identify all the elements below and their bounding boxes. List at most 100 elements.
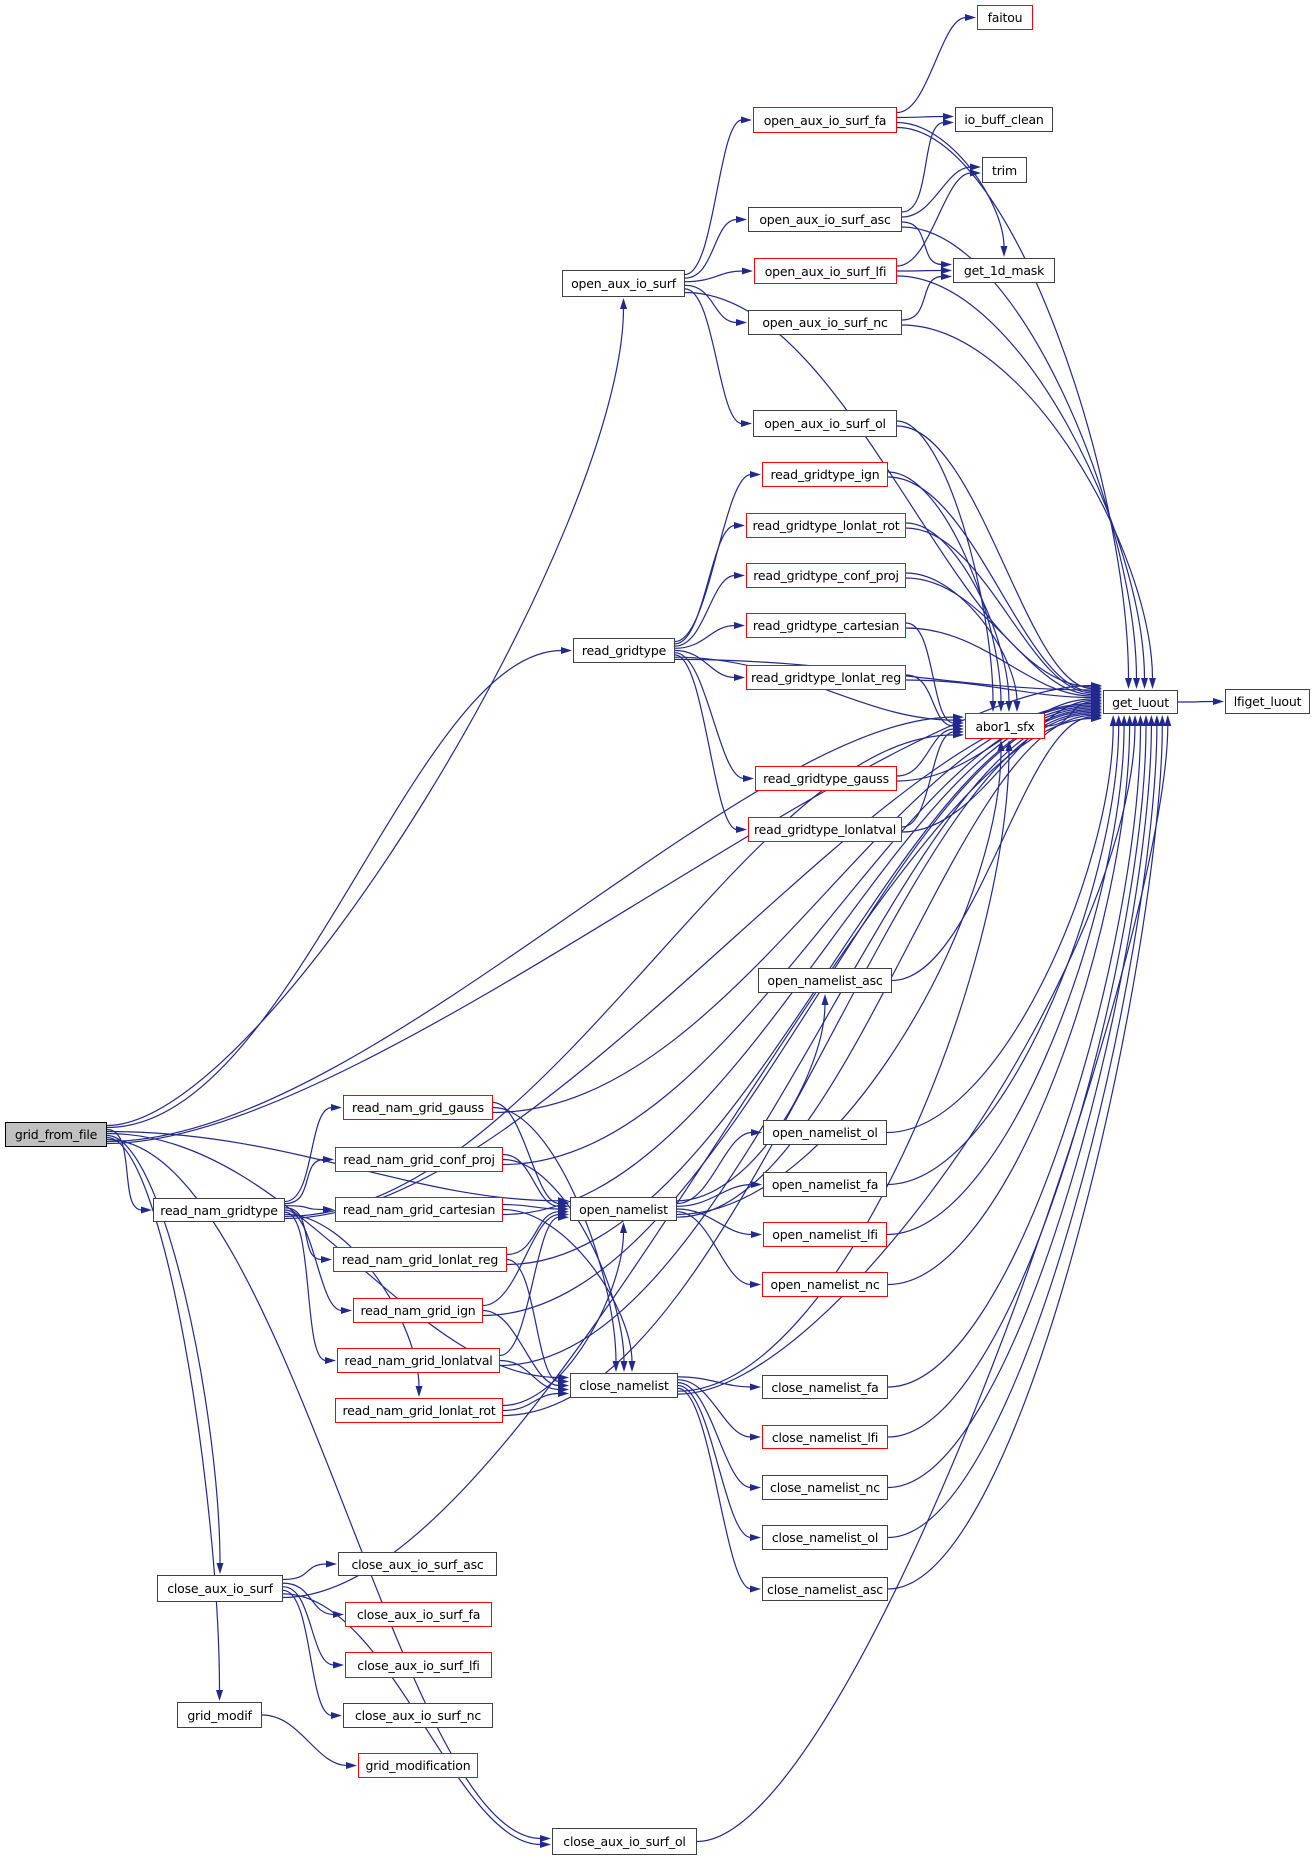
arrowhead-open_aux_io_surf_ol-abor1_sfx: [989, 701, 997, 712]
node-close_namelist_fa[interactable]: close_namelist_fa: [762, 1375, 888, 1399]
node-close_namelist_ol[interactable]: close_namelist_ol: [762, 1525, 888, 1550]
arrowhead-close_aux_io_surf-close_aux_io_surf_nc: [331, 1712, 342, 1719]
node-read_nam_grid_gauss[interactable]: read_nam_grid_gauss: [343, 1095, 493, 1120]
node-open_aux_io_surf_nc[interactable]: open_aux_io_surf_nc: [748, 310, 902, 335]
node-lfiget_luout[interactable]: lfiget_luout: [1225, 689, 1310, 714]
edge-grid_from_file-get_luout: [106, 684, 1093, 1145]
node-read_gridtype_ign[interactable]: read_gridtype_ign: [762, 462, 888, 487]
arrowhead-read_gridtype-read_gridtype_lonlat_reg: [734, 674, 745, 681]
node-read_gridtype_lonlatval[interactable]: read_gridtype_lonlatval: [748, 817, 902, 842]
node-grid_modif[interactable]: grid_modif: [177, 1702, 262, 1728]
edge-open_aux_io_surf-open_aux_io_surf_ol: [684, 288, 743, 425]
node-faitou[interactable]: faitou: [977, 5, 1033, 30]
arrowhead-read_gridtype-read_gridtype_gauss: [743, 775, 754, 782]
node-open_namelist_ol[interactable]: open_namelist_ol: [763, 1120, 887, 1145]
node-read_gridtype_cartesian[interactable]: read_gridtype_cartesian: [746, 613, 906, 638]
edge-close_aux_io_surf_ol-get_luout: [696, 724, 1169, 1843]
edge-close_aux_io_surf-get_luout: [282, 717, 1093, 1599]
arrowhead-read_gridtype_conf_proj-abor1_sfx: [1013, 701, 1021, 712]
node-read_gridtype_lonlat_rot[interactable]: read_gridtype_lonlat_rot: [746, 513, 906, 538]
node-open_namelist_nc[interactable]: open_namelist_nc: [762, 1272, 888, 1297]
arrowhead-open_aux_io_surf_lfi-trim: [970, 169, 981, 177]
node-trim[interactable]: trim: [982, 157, 1027, 183]
node-close_aux_io_surf_nc[interactable]: close_aux_io_surf_nc: [343, 1703, 493, 1728]
arrowhead-open_namelist-abor1_sfx: [997, 740, 1005, 751]
arrowhead-close_namelist-close_namelist_fa: [750, 1383, 761, 1391]
node-open_aux_io_surf[interactable]: open_aux_io_surf: [562, 270, 685, 297]
edge-close_namelist-abor1_sfx: [677, 749, 1010, 1392]
arrowhead-close_namelist-close_namelist_nc: [750, 1484, 761, 1491]
edge-read_gridtype-read_gridtype_cartesian: [674, 624, 736, 649]
edge-close_namelist-close_namelist_nc: [677, 1382, 752, 1489]
node-read_gridtype[interactable]: read_gridtype: [573, 638, 675, 663]
node-read_nam_grid_conf_proj[interactable]: read_nam_grid_conf_proj: [335, 1147, 503, 1172]
arrowhead-read_nam_gridtype-read_nam_grid_cartesian: [323, 1206, 334, 1213]
arrowhead-open_aux_io_surf_fa-get_luout: [1125, 678, 1132, 689]
node-read_gridtype_lonlat_reg[interactable]: read_gridtype_lonlat_reg: [746, 665, 906, 690]
edge-read_nam_grid_cartesian-open_namelist: [502, 1203, 560, 1210]
node-close_namelist_lfi[interactable]: close_namelist_lfi: [762, 1425, 888, 1449]
edge-grid_from_file-open_aux_io_surf: [106, 307, 625, 1127]
node-read_gridtype_gauss[interactable]: read_gridtype_gauss: [755, 766, 897, 791]
edge-read_nam_gridtype-get_luout: [284, 702, 1093, 1220]
arrowhead-close_namelist_ol-get_luout: [1153, 715, 1161, 726]
node-open_aux_io_surf_lfi[interactable]: open_aux_io_surf_lfi: [754, 258, 897, 284]
edge-read_gridtype_lonlat_rot-get_luout: [905, 527, 1093, 694]
edge-close_namelist_ol-get_luout: [887, 724, 1158, 1539]
arrowhead-open_aux_io_surf_lfi-get_luout: [1141, 678, 1148, 689]
edge-close_aux_io_surf-close_aux_io_surf_fa: [282, 1582, 335, 1616]
edge-close_aux_io_surf-close_aux_io_surf_asc: [282, 1563, 328, 1581]
node-open_aux_io_surf_ol[interactable]: open_aux_io_surf_ol: [753, 410, 897, 437]
edge-read_gridtype_lonlatval-abor1_sfx: [901, 731, 955, 828]
node-get_luout[interactable]: get_luout: [1103, 690, 1178, 714]
node-open_namelist_asc[interactable]: open_namelist_asc: [758, 968, 892, 993]
node-close_aux_io_surf_fa[interactable]: close_aux_io_surf_fa: [345, 1602, 492, 1627]
node-close_aux_io_surf_asc[interactable]: close_aux_io_surf_asc: [338, 1552, 497, 1576]
node-get_1d_mask[interactable]: get_1d_mask: [953, 258, 1055, 283]
node-close_aux_io_surf_lfi[interactable]: close_aux_io_surf_lfi: [345, 1652, 492, 1678]
node-read_nam_grid_ign[interactable]: read_nam_grid_ign: [353, 1298, 483, 1323]
arrowhead-close_namelist-get_luout: [1131, 715, 1139, 726]
edge-open_namelist-get_luout: [676, 714, 1093, 1218]
node-open_namelist[interactable]: open_namelist: [570, 1197, 677, 1221]
node-abor1_sfx[interactable]: abor1_sfx: [965, 713, 1045, 739]
arrowhead-read_nam_gridtype-read_nam_grid_conf_proj: [323, 1156, 334, 1163]
node-read_nam_grid_lonlatval[interactable]: read_nam_grid_lonlatval: [337, 1348, 500, 1373]
node-read_nam_grid_lonlat_reg[interactable]: read_nam_grid_lonlat_reg: [333, 1247, 507, 1272]
arrowhead-open_aux_io_surf-open_aux_io_surf_asc: [736, 216, 747, 223]
node-close_aux_io_surf_ol[interactable]: close_aux_io_surf_ol: [552, 1828, 697, 1855]
edge-read_gridtype-read_gridtype_conf_proj: [674, 574, 736, 647]
edge-open_aux_io_surf_ol-get_luout: [896, 425, 1093, 690]
node-read_gridtype_conf_proj[interactable]: read_gridtype_conf_proj: [746, 563, 906, 588]
arrowhead-grid_modif-grid_modification: [346, 1762, 357, 1769]
node-read_nam_grid_lonlat_rot[interactable]: read_nam_grid_lonlat_rot: [335, 1398, 503, 1423]
edge-open_namelist-open_namelist_lfi: [676, 1208, 753, 1236]
arrowhead-close_aux_io_surf-close_aux_io_surf_fa: [333, 1611, 344, 1618]
edge-open_aux_io_surf-open_aux_io_surf_nc: [684, 284, 738, 324]
node-read_nam_gridtype[interactable]: read_nam_gridtype: [153, 1198, 285, 1222]
edge-read_gridtype_lonlat_reg-get_luout: [905, 679, 1093, 699]
edge-read_nam_grid_gauss-close_namelist: [492, 1106, 617, 1363]
edge-open_namelist_ol-get_luout: [886, 724, 1114, 1134]
arrowhead-grid_from_file-open_aux_io_surf: [620, 298, 627, 309]
edge-grid_from_file-abor1_sfx: [106, 716, 955, 1143]
arrowhead-read_nam_gridtype-read_nam_grid_lonlat_rot: [415, 1386, 423, 1397]
node-open_namelist_lfi[interactable]: open_namelist_lfi: [763, 1222, 887, 1247]
node-open_aux_io_surf_fa[interactable]: open_aux_io_surf_fa: [753, 107, 897, 133]
node-io_buff_clean[interactable]: io_buff_clean: [955, 107, 1053, 132]
node-read_nam_grid_cartesian[interactable]: read_nam_grid_cartesian: [335, 1197, 503, 1222]
edge-read_nam_gridtype-read_nam_grid_ign: [284, 1209, 343, 1312]
edge-close_namelist-close_namelist_lfi: [677, 1379, 752, 1438]
node-close_namelist_asc[interactable]: close_namelist_asc: [762, 1577, 888, 1601]
node-open_namelist_fa[interactable]: open_namelist_fa: [763, 1172, 887, 1197]
arrowhead-open_aux_io_surf_fa-io_buff_clean: [943, 113, 954, 120]
node-close_aux_io_surf[interactable]: close_aux_io_surf: [157, 1575, 283, 1602]
node-open_aux_io_surf_asc[interactable]: open_aux_io_surf_asc: [748, 207, 902, 232]
arrowhead-read_nam_gridtype-abor1_sfx: [953, 731, 964, 739]
edge-open_aux_io_surf_asc-io_buff_clean: [901, 121, 945, 213]
node-grid_modification[interactable]: grid_modification: [358, 1753, 478, 1778]
node-close_namelist[interactable]: close_namelist: [570, 1373, 678, 1398]
arrowhead-open_aux_io_surf-open_aux_io_surf_lfi: [742, 267, 753, 275]
node-close_namelist_nc[interactable]: close_namelist_nc: [762, 1475, 888, 1500]
